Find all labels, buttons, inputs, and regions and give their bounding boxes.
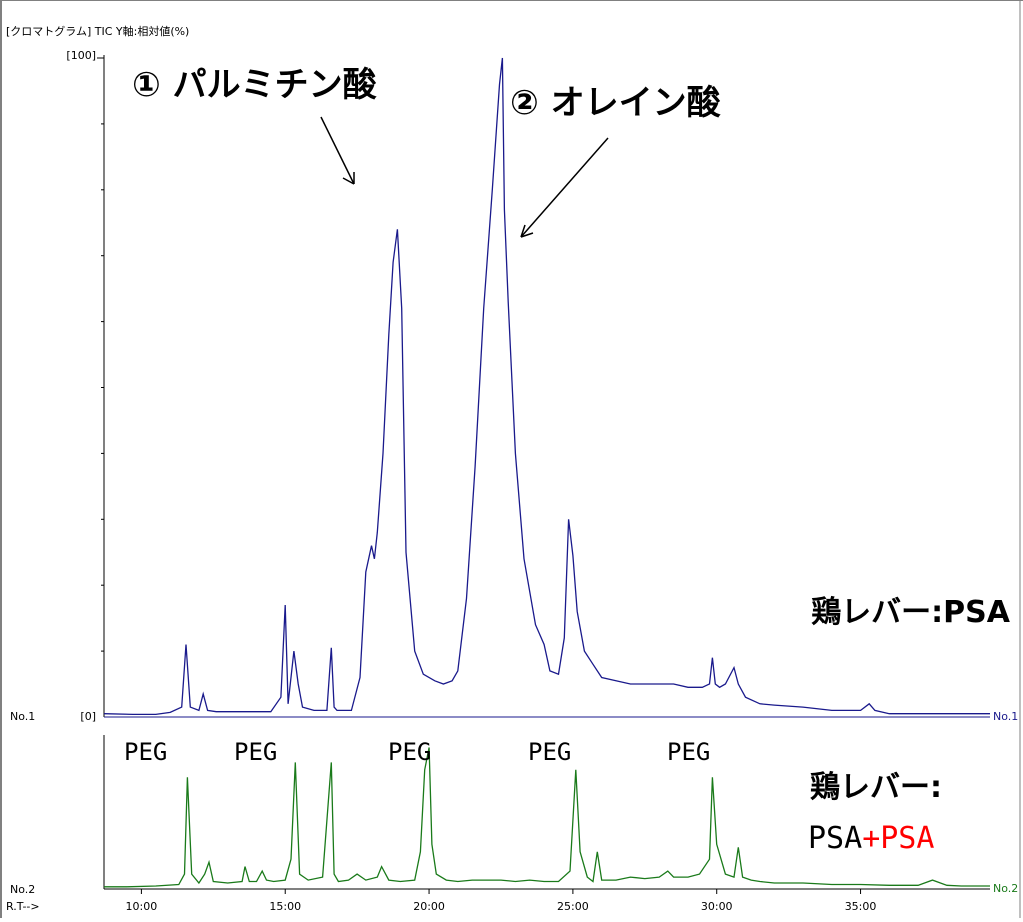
x-tick-label: 35:00 — [845, 900, 877, 913]
x-tick-label: 15:00 — [269, 900, 301, 913]
annotation-oleic-acid: ② オレイン酸 — [510, 83, 722, 123]
series-line-no2 — [104, 747, 990, 888]
x-tick-label: 30:00 — [701, 900, 733, 913]
x-tick-label: 25:00 — [557, 900, 589, 913]
arrow-oleic-head — [520, 224, 534, 238]
peg-label-5: PEG — [667, 738, 710, 766]
series-line-no1 — [103, 57, 990, 716]
trace2-label-right: No.2 — [993, 882, 1018, 895]
peg-label-2: PEG — [234, 738, 277, 766]
arrow-palmitic — [320, 116, 355, 185]
sample-label-2-plus-psa: +PSA — [862, 821, 934, 856]
chart-header: [クロマトグラム] TIC Y軸:相対値(%) — [6, 24, 189, 38]
sample-label-2-psa: PSA — [808, 821, 862, 856]
sample-label-2-line1: 鶏レバー: — [810, 770, 942, 805]
x-tick-label: 10:00 — [126, 900, 158, 913]
peg-label-4: PEG — [528, 738, 571, 766]
trace2-label-left: No.2 — [10, 883, 35, 896]
arrow-palmitic-head — [342, 172, 355, 185]
x-tick-label: 20:00 — [413, 900, 445, 913]
y-tick-0: [0] — [80, 710, 96, 723]
sample-label-1: 鶏レバー:PSA — [811, 595, 1011, 630]
y-tick-100: [100] — [66, 49, 96, 62]
y-minor-ticks — [101, 123, 104, 652]
x-ticks: 10:00 15:00 20:00 25:00 30:00 35:00 — [126, 889, 877, 913]
peg-label-3: PEG — [388, 738, 431, 766]
trace1-label-left: No.1 — [10, 710, 35, 723]
sample-label-2-line2: PSA+PSA — [808, 821, 934, 856]
arrow-oleic — [520, 137, 609, 238]
x-axis-label: R.T--> — [6, 900, 40, 913]
peg-label-1: PEG — [124, 738, 167, 766]
trace1-label-right: No.1 — [993, 710, 1018, 723]
annotation-palmitic-acid: ① パルミチン酸 — [132, 65, 378, 105]
